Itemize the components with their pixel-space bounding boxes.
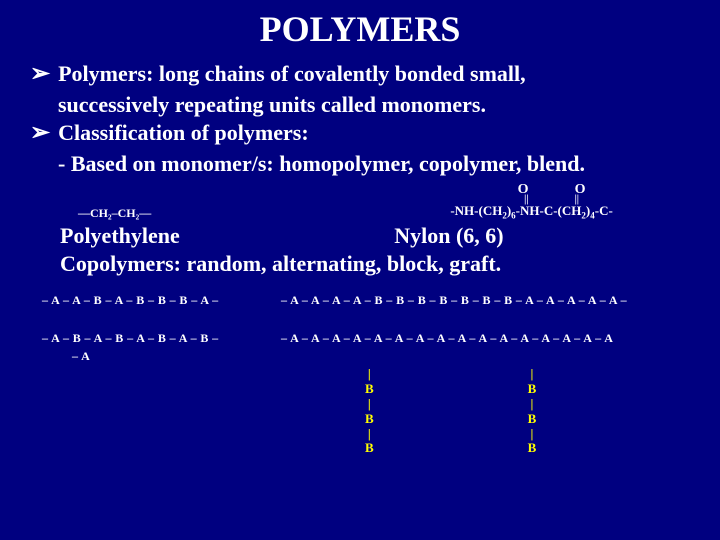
- slide-title: POLYMERS: [0, 0, 720, 60]
- bullet-1-cont: successively repeating units called mono…: [58, 91, 692, 120]
- nylon-name: Nylon (6, 6): [374, 223, 692, 249]
- graft-branch-1: | B | B | B: [365, 367, 374, 457]
- polyethylene-name: Polyethylene: [30, 223, 374, 249]
- block-pattern: – A – A – A – A – B – B – B – B – B – B …: [275, 291, 692, 309]
- alternating-pattern: – A – B – A – B – A – B – A – B – – A: [30, 329, 275, 365]
- copolymers-line: Copolymers: random, alternating, block, …: [30, 251, 692, 277]
- graft-main-chain: – A – A – A – A – A – A – A – A – A – A …: [275, 329, 692, 365]
- bullet-2: ➢ Classification of polymers:: [30, 119, 692, 148]
- arrow-icon: ➢: [30, 119, 50, 148]
- polyethylene-structure: —CH₂–CH₂—: [30, 206, 341, 221]
- bullet-2-sub: - Based on monomer/s: homopolymer, copol…: [58, 150, 692, 179]
- graft-branches-row: | B | B | B | B | B | B: [30, 367, 692, 457]
- arrow-icon: ➢: [30, 60, 50, 89]
- nylon-structure: O O || || -NH-(CH2)6-NH-C-(CH2)4-C-: [341, 182, 692, 221]
- random-pattern: – A – A – B – A – B – B – B – A –: [30, 291, 275, 309]
- pattern-row-2: – A – B – A – B – A – B – A – B – – A – …: [30, 329, 692, 365]
- nylon-formula: -NH-(CH2)6-NH-C-(CH2)4-C-: [341, 203, 692, 221]
- chemical-structures-row: —CH₂–CH₂— O O || || -NH-(CH2)6-NH-C-(CH2…: [30, 183, 692, 221]
- slide-content: ➢ Polymers: long chains of covalently bo…: [0, 60, 720, 456]
- pattern-row-1: – A – A – B – A – B – B – B – A – – A – …: [30, 291, 692, 309]
- bullet-1: ➢ Polymers: long chains of covalently bo…: [30, 60, 692, 89]
- graft-branch-2: | B | B | B: [528, 367, 537, 457]
- bullet-2-text: Classification of polymers:: [58, 119, 309, 148]
- polymer-names-row: Polyethylene Nylon (6, 6): [30, 223, 692, 249]
- bullet-1-text: Polymers: long chains of covalently bond…: [58, 60, 526, 89]
